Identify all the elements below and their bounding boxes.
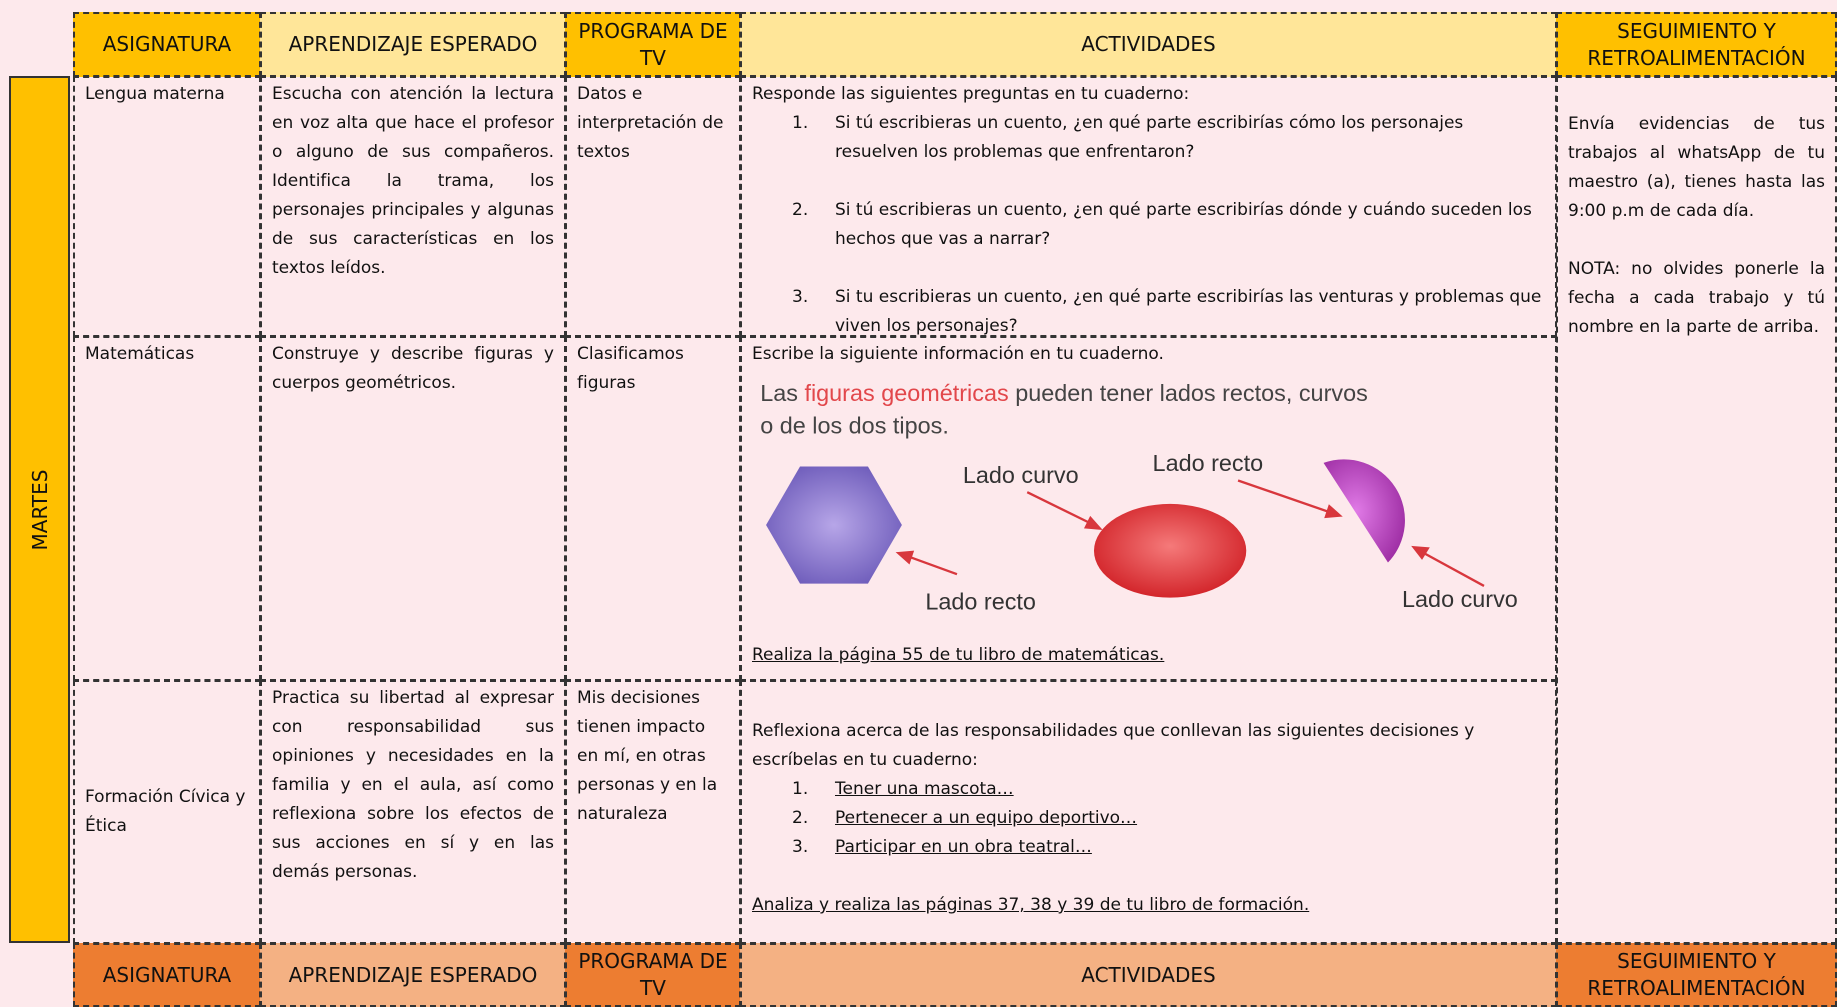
item-text: Participar en un obra teatral… [835,837,1092,857]
subject: Matemáticas [85,344,195,364]
footer-cell: SEGUIMIENTO Y RETROALIMENTACIÓN [1556,943,1837,1007]
text-highlight: figuras geométricas [804,380,1008,406]
subject: Lengua materna [85,84,225,104]
item-text: Si tú escribieras un cuento, ¿en qué par… [835,200,1532,249]
activity-item: 2. Si tú escribieras un cuento, ¿en qué p… [792,196,1545,254]
item-number: 3. [792,287,809,307]
figure-label: Lado recto [1153,450,1264,476]
header-cell: PROGRAMA DE TV [565,12,741,77]
item-text: Si tú escribieras un cuento, ¿en qué par… [835,113,1464,162]
header-cell: SEGUIMIENTO Y RETROALIMENTACIÓN [1556,12,1837,77]
activity-item: 1. Tener una mascota… [792,775,1545,804]
program-cell: Datos e interpretación de textos [565,76,741,337]
subject-cell: Lengua materna [73,76,261,337]
activities-intro: Escribe la siguiente información en tu c… [752,344,1164,364]
activity-item: 3. Si tu escribieras un cuento, ¿en qué p… [792,283,1545,336]
activity-item: 2. Pertenecer a un equipo deportivo… [792,804,1545,833]
program-cell: Mis decisiones tienen impacto en mí, en … [565,680,741,944]
activity-item: 1. Si tú escribieras un cuento, ¿en qué p… [792,109,1545,167]
activities-cell: Reflexiona acerca de las responsabilidad… [740,680,1557,944]
footer-cell: ACTIVIDADES [740,943,1557,1007]
program: Clasificamos figuras [577,344,684,393]
text-part: pueden tener lados rectos, curvos [1009,380,1368,406]
feedback-note: NOTA: no olvides ponerle la fecha a cada… [1568,259,1825,337]
half-disk [1323,459,1405,563]
expected-cell: Escucha con atención la lectura en voz a… [260,76,566,337]
figure-label: Lado curvo [963,462,1079,488]
figure-text: o de los dos tipos. [760,413,949,439]
activities-intro: Reflexiona acerca de las responsabilidad… [752,721,1475,770]
footer-cell: APRENDIZAJE ESPERADO [260,943,566,1007]
day-label: MARTES [27,469,52,550]
arrows [895,479,1485,587]
item-text: Si tu escribieras un cuento, ¿en qué par… [835,287,1542,336]
activities-cell: Escribe la siguiente información en tu c… [740,336,1557,681]
item-number: 1. [792,113,809,133]
hexagon [766,466,902,584]
header-cell: ACTIVIDADES [740,12,1557,77]
figure: Las figuras geométricas pueden tener lad… [760,380,1518,614]
item-text: Pertenecer a un equipo deportivo… [835,808,1138,828]
text-part: Las [760,380,804,406]
day-cell: MARTES [9,76,70,943]
subject: Formación Cívica y Ética [85,787,246,836]
subject-cell: Formación Cívica y Ética [73,680,261,944]
program: Mis decisiones tienen impacto en mí, en … [577,688,718,824]
feedback-text: Envía evidencias de tus trabajos al what… [1568,114,1825,221]
activities-closing: Realiza la página 55 de tu libro de mate… [752,645,1165,665]
expected-cell: Construye y describe figuras y cuerpos g… [260,336,566,681]
activities-intro: Responde las siguientes preguntas en tu … [752,84,1190,104]
expected: Escucha con atención la lectura en voz a… [272,84,554,278]
expected-cell: Practica su libertad al expresar con res… [260,680,566,944]
item-number: 3. [792,837,809,857]
item-number: 1. [792,779,809,799]
figure-label: Lado curvo [1402,586,1518,612]
figure-label: Lado recto [925,588,1036,614]
footer-cell: PROGRAMA DE TV [565,943,741,1007]
ellipse [1093,503,1247,598]
feedback-cell: Envía evidencias de tus trabajos al what… [1556,76,1837,944]
figure-text: Las figuras geométricas pueden tener lad… [760,380,1368,406]
header-cell: ASIGNATURA [73,12,261,77]
expected: Construye y describe figuras y cuerpos g… [272,344,554,393]
item-number: 2. [792,808,809,828]
header-cell: APRENDIZAJE ESPERADO [260,12,566,77]
activities-cell: Responde las siguientes preguntas en tu … [740,76,1557,337]
expected: Practica su libertad al expresar con res… [272,688,554,882]
activity-item: 3. Participar en un obra teatral… [792,833,1545,862]
program-cell: Clasificamos figuras [565,336,741,681]
item-number: 2. [792,200,809,220]
item-text: Tener una mascota… [835,779,1014,799]
activities-closing: Analiza y realiza las páginas 37, 38 y 3… [752,895,1310,915]
footer-cell: ASIGNATURA [73,943,261,1007]
subject-cell: Matemáticas [73,336,261,681]
program: Datos e interpretación de textos [577,84,724,162]
